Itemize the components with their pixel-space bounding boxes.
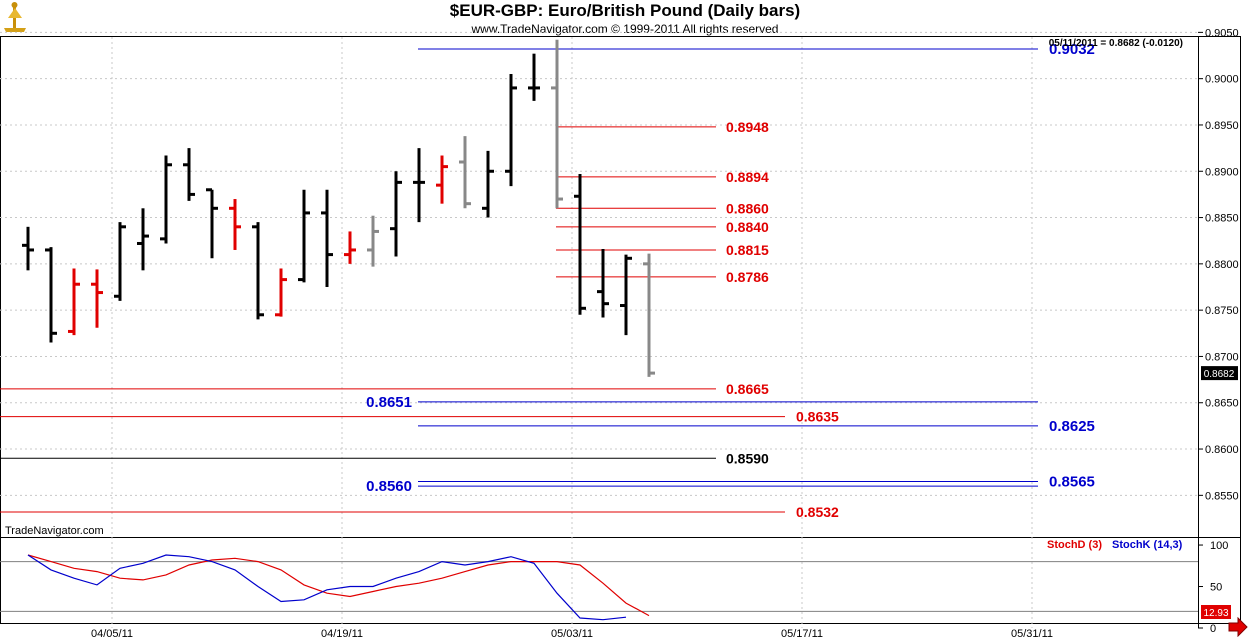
ohlc-bar [114, 222, 126, 301]
price-levels: 0.9032 0.8948 0.8894 0.8860 0.8840 0.8815 0.87… [0, 41, 1095, 520]
price-bars [22, 39, 655, 377]
x-tick-label: 05/31/11 [1011, 628, 1053, 640]
ohlc-bar [321, 189, 333, 287]
ohlc-bar [459, 136, 471, 209]
x-tick-label: 05/17/11 [781, 628, 823, 640]
y-tick-label: 0.8550 [1205, 490, 1239, 502]
level-label: 0.8860 [726, 200, 769, 216]
level-label: 0.8590 [726, 450, 769, 466]
ohlc-bar [206, 188, 218, 259]
y-tick-label: 0.8650 [1205, 398, 1239, 410]
y-tick-label: 0.8600 [1205, 444, 1239, 456]
watermark-text: TradeNavigator.com [5, 525, 104, 537]
level-label: 0.8815 [726, 242, 769, 258]
ohlc-bar [390, 171, 402, 257]
y-tick-label: 0.8900 [1205, 166, 1239, 178]
y-tick-label: 0.9050 [1205, 27, 1239, 39]
ohlc-bar [482, 150, 494, 218]
trade-navigator-logo-icon [0, 0, 30, 34]
y-tick-label: 0.8950 [1205, 120, 1239, 132]
legend-stochd: StochD (3) [1047, 539, 1102, 551]
level-label: 0.8665 [726, 381, 769, 397]
y-tick-label: 0.8750 [1205, 305, 1239, 317]
x-tick-label: 04/05/11 [91, 628, 133, 640]
ohlc-bar [528, 53, 540, 101]
axes: 0.9050 0.9000 0.8950 0.8900 0.8850 0.8800 0.87… [91, 27, 1239, 640]
level-label: 0.8625 [1049, 418, 1095, 435]
ohlc-bar [620, 254, 632, 336]
ohlc-bar [22, 226, 34, 271]
stoch-value-tag: 12.93 [1203, 608, 1228, 619]
x-tick-label: 05/03/11 [551, 628, 593, 640]
ohlc-bar [68, 268, 80, 336]
level-label: 0.8651 [366, 394, 412, 411]
ohlc-bar [91, 269, 103, 328]
stoch-series-line [27, 554, 650, 617]
ohlc-bar [45, 247, 57, 343]
y-tick-label: 0.8700 [1205, 351, 1239, 363]
grid-lines [0, 31, 1198, 628]
chart-title: $EUR-GBP: Euro/British Pound (Daily bars… [449, 1, 801, 20]
y-tick-label: 0.8800 [1205, 259, 1239, 271]
ohlc-bar [229, 199, 241, 250]
ohlc-bar [298, 189, 310, 283]
ohlc-bar [367, 215, 379, 267]
ohlc-bar [597, 249, 609, 318]
ohlc-bar [160, 155, 172, 244]
ohlc-bar [183, 148, 195, 201]
last-price-tag: 0.8682 [1204, 369, 1235, 380]
level-label: 0.8532 [796, 504, 839, 520]
plot-border [0, 36, 1241, 624]
stoch-value-tag-bg [1201, 605, 1231, 619]
last-price-tag-bg [1201, 366, 1238, 381]
stochastic-panel: StochD (3) StochK (14,3) [0, 539, 1198, 621]
ohlc-bar [643, 253, 655, 377]
stoch-series-line [27, 554, 627, 621]
ohlc-bar [344, 231, 356, 264]
y-tick-label: 0.8850 [1205, 213, 1239, 225]
level-label: 0.8894 [726, 169, 769, 185]
chart-frame [0, 36, 1241, 628]
legend-stochk: StochK (14,3) [1112, 539, 1183, 551]
ohlc-bar [275, 268, 287, 317]
x-tick-label: 04/19/11 [321, 628, 363, 640]
level-label: 0.8635 [796, 409, 839, 425]
ind-y-tick-label: 100 [1210, 540, 1228, 552]
level-label: 0.8786 [726, 269, 769, 285]
ind-y-tick-label: 0 [1210, 623, 1216, 635]
ohlc-bar [413, 148, 425, 223]
level-label: 0.8840 [726, 219, 769, 235]
ohlc-bar [137, 208, 149, 271]
level-label: 0.8565 [1049, 473, 1095, 490]
level-label: 0.8560 [366, 478, 412, 495]
ohlc-bar [436, 155, 448, 204]
last-quote-label: 05/11/2011 = 0.8682 (-0.0120) [1049, 38, 1183, 49]
ohlc-bar [505, 74, 517, 187]
level-label: 0.9032 [1049, 41, 1095, 58]
ohlc-bar [252, 222, 264, 320]
scroll-right-arrow-icon[interactable] [1228, 617, 1248, 637]
ohlc-bar [551, 39, 563, 209]
y-tick-label: 0.9000 [1205, 74, 1239, 86]
level-label: 0.8948 [726, 119, 769, 135]
ohlc-bar [574, 174, 586, 315]
ind-y-tick-label: 50 [1210, 582, 1222, 594]
